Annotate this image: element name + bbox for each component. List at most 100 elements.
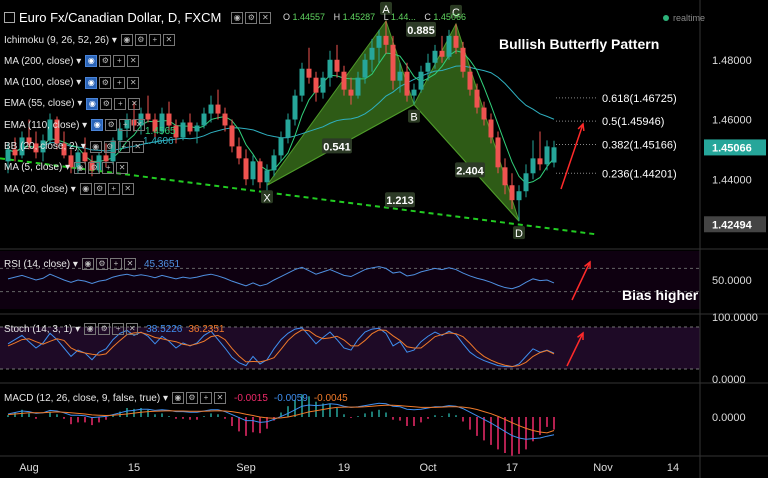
- settings-icon[interactable]: ⚙: [103, 140, 116, 153]
- pane-label: Stoch (14, 3, 1) ▾: [4, 323, 81, 335]
- candle-body: [397, 71, 403, 81]
- pattern-point-badge: [513, 226, 525, 240]
- close-icon[interactable]: ✕: [127, 76, 140, 89]
- pattern-point-badge: [380, 1, 392, 15]
- add-icon[interactable]: +: [117, 140, 130, 153]
- eye-icon[interactable]: ◉: [86, 97, 99, 110]
- settings-icon[interactable]: ⚙: [98, 323, 111, 335]
- candle-body: [145, 113, 151, 120]
- candle-body: [502, 167, 508, 186]
- indicator-row[interactable]: EMA (110, close) ▾ ◉ ⚙ + ✕: [4, 118, 147, 132]
- settings-icon[interactable]: ⚙: [99, 76, 112, 89]
- settings-icon[interactable]: ⚙: [105, 119, 118, 132]
- close-icon[interactable]: ✕: [133, 119, 146, 132]
- x-axis-label: 15: [128, 462, 140, 474]
- eye-icon[interactable]: ◉: [79, 183, 92, 196]
- add-icon[interactable]: +: [119, 119, 132, 132]
- add-icon[interactable]: +: [107, 183, 120, 196]
- close-icon[interactable]: ✕: [126, 323, 139, 335]
- settings-icon[interactable]: ⚙: [100, 97, 113, 110]
- chart-title-text: Euro Fx/Canadian Dollar, D, FXCM: [19, 10, 222, 25]
- add-icon[interactable]: +: [112, 323, 125, 335]
- candle-body: [481, 107, 487, 120]
- candle-body: [299, 68, 305, 96]
- add-icon[interactable]: +: [148, 34, 161, 46]
- eye-icon[interactable]: ◉: [74, 161, 87, 174]
- eye-icon[interactable]: ◉: [85, 55, 98, 68]
- ohlc-open-key: O: [283, 12, 291, 22]
- price-tick-label: 1.44000: [712, 174, 752, 186]
- x-axis-label: 19: [338, 462, 350, 474]
- settings-icon[interactable]: ⚙: [88, 161, 101, 174]
- close-icon[interactable]: ✕: [123, 258, 136, 270]
- rsi-legend[interactable]: RSI (14, close) ▾ ◉ ⚙ + ✕ 45.3651: [4, 257, 180, 271]
- eye-icon[interactable]: ◉: [84, 323, 97, 335]
- realtime-status: realtime: [663, 13, 705, 23]
- eye-icon[interactable]: ◉: [171, 392, 184, 404]
- close-icon[interactable]: ✕: [162, 34, 175, 46]
- indicator-label: MA (20, close) ▾: [4, 183, 76, 195]
- indicator-row[interactable]: MA (200, close) ▾ ◉ ⚙ + ✕: [4, 54, 141, 68]
- settings-icon[interactable]: ⚙: [185, 392, 198, 404]
- pane-value: -0.0045: [313, 392, 348, 404]
- ohlc-high-key: H: [333, 12, 341, 22]
- candle-body: [215, 104, 221, 114]
- close-icon[interactable]: ✕: [121, 183, 134, 196]
- macd-legend[interactable]: MACD (12, 26, close, 9, false, true) ▾ ◉ ⚙…: [4, 391, 348, 405]
- fib-level-label: 0.618(1.46725): [602, 93, 677, 105]
- add-icon[interactable]: +: [113, 76, 126, 89]
- bias-arrow-main-head: [577, 122, 585, 132]
- collapse-icon[interactable]: [4, 12, 15, 23]
- ohlc-open-value: 1.44557: [292, 12, 326, 22]
- candle-body: [222, 113, 228, 126]
- indicator-label: EMA (110, close) ▾: [4, 119, 88, 131]
- indicator-label: BB (20, close, 2) ▾: [4, 141, 86, 152]
- settings-icon[interactable]: ⚙: [99, 55, 112, 68]
- close-icon[interactable]: ✕: [128, 97, 141, 110]
- close-icon[interactable]: ✕: [127, 55, 140, 68]
- candle-body: [187, 122, 193, 132]
- candle-body: [313, 77, 319, 93]
- settings-icon[interactable]: ⚙: [95, 258, 108, 270]
- indicator-row[interactable]: MA (5, close) ▾ ◉ ⚙ + ✕: [4, 161, 130, 175]
- settings-icon[interactable]: ⚙: [134, 34, 147, 46]
- eye-icon[interactable]: ◉: [231, 11, 244, 24]
- add-icon[interactable]: +: [199, 392, 212, 404]
- settings-icon[interactable]: ⚙: [245, 11, 258, 24]
- candle-body: [327, 59, 333, 78]
- close-icon[interactable]: ✕: [259, 11, 272, 24]
- macd-line: [7, 402, 555, 440]
- candle-body: [208, 104, 214, 114]
- add-icon[interactable]: +: [109, 258, 122, 270]
- price-tick-label: 1.46000: [712, 115, 752, 127]
- candle-body: [26, 137, 32, 144]
- indicator-row[interactable]: MA (20, close) ▾ ◉ ⚙ + ✕: [4, 182, 136, 196]
- candle-body: [61, 143, 67, 156]
- add-icon[interactable]: +: [113, 55, 126, 68]
- candle-body: [47, 119, 53, 141]
- eye-icon[interactable]: ◉: [120, 34, 133, 46]
- eye-icon[interactable]: ◉: [81, 258, 94, 270]
- candle-body: [453, 35, 459, 48]
- settings-icon[interactable]: ⚙: [93, 183, 106, 196]
- close-icon[interactable]: ✕: [131, 140, 144, 153]
- add-icon[interactable]: +: [114, 97, 127, 110]
- close-icon[interactable]: ✕: [213, 392, 226, 404]
- close-icon[interactable]: ✕: [116, 161, 129, 174]
- eye-icon[interactable]: ◉: [85, 76, 98, 89]
- candle-body: [418, 71, 424, 90]
- indicator-row[interactable]: BB (20, close, 2) ▾ ◉ ⚙ + ✕: [4, 140, 146, 154]
- indicator-row[interactable]: Ichimoku (9, 26, 52, 26) ▾ ◉ ⚙ + ✕: [4, 33, 177, 47]
- candle-body: [278, 137, 284, 156]
- indicator-row[interactable]: MA (100, close) ▾ ◉ ⚙ + ✕: [4, 76, 141, 90]
- eye-icon[interactable]: ◉: [91, 119, 104, 132]
- candle-body: [12, 149, 18, 156]
- candle-body: [474, 89, 480, 108]
- bias-arrow-rsi: [571, 261, 591, 301]
- eye-icon[interactable]: ◉: [89, 140, 102, 153]
- add-icon[interactable]: +: [102, 161, 115, 174]
- candle-body: [320, 77, 326, 93]
- indicator-row[interactable]: EMA (55, close) ▾ ◉ ⚙ + ✕: [4, 97, 142, 111]
- stoch-legend[interactable]: Stoch (14, 3, 1) ▾ ◉ ⚙ + ✕ 38.5226 36.2351: [4, 322, 224, 336]
- candle-body: [292, 95, 298, 120]
